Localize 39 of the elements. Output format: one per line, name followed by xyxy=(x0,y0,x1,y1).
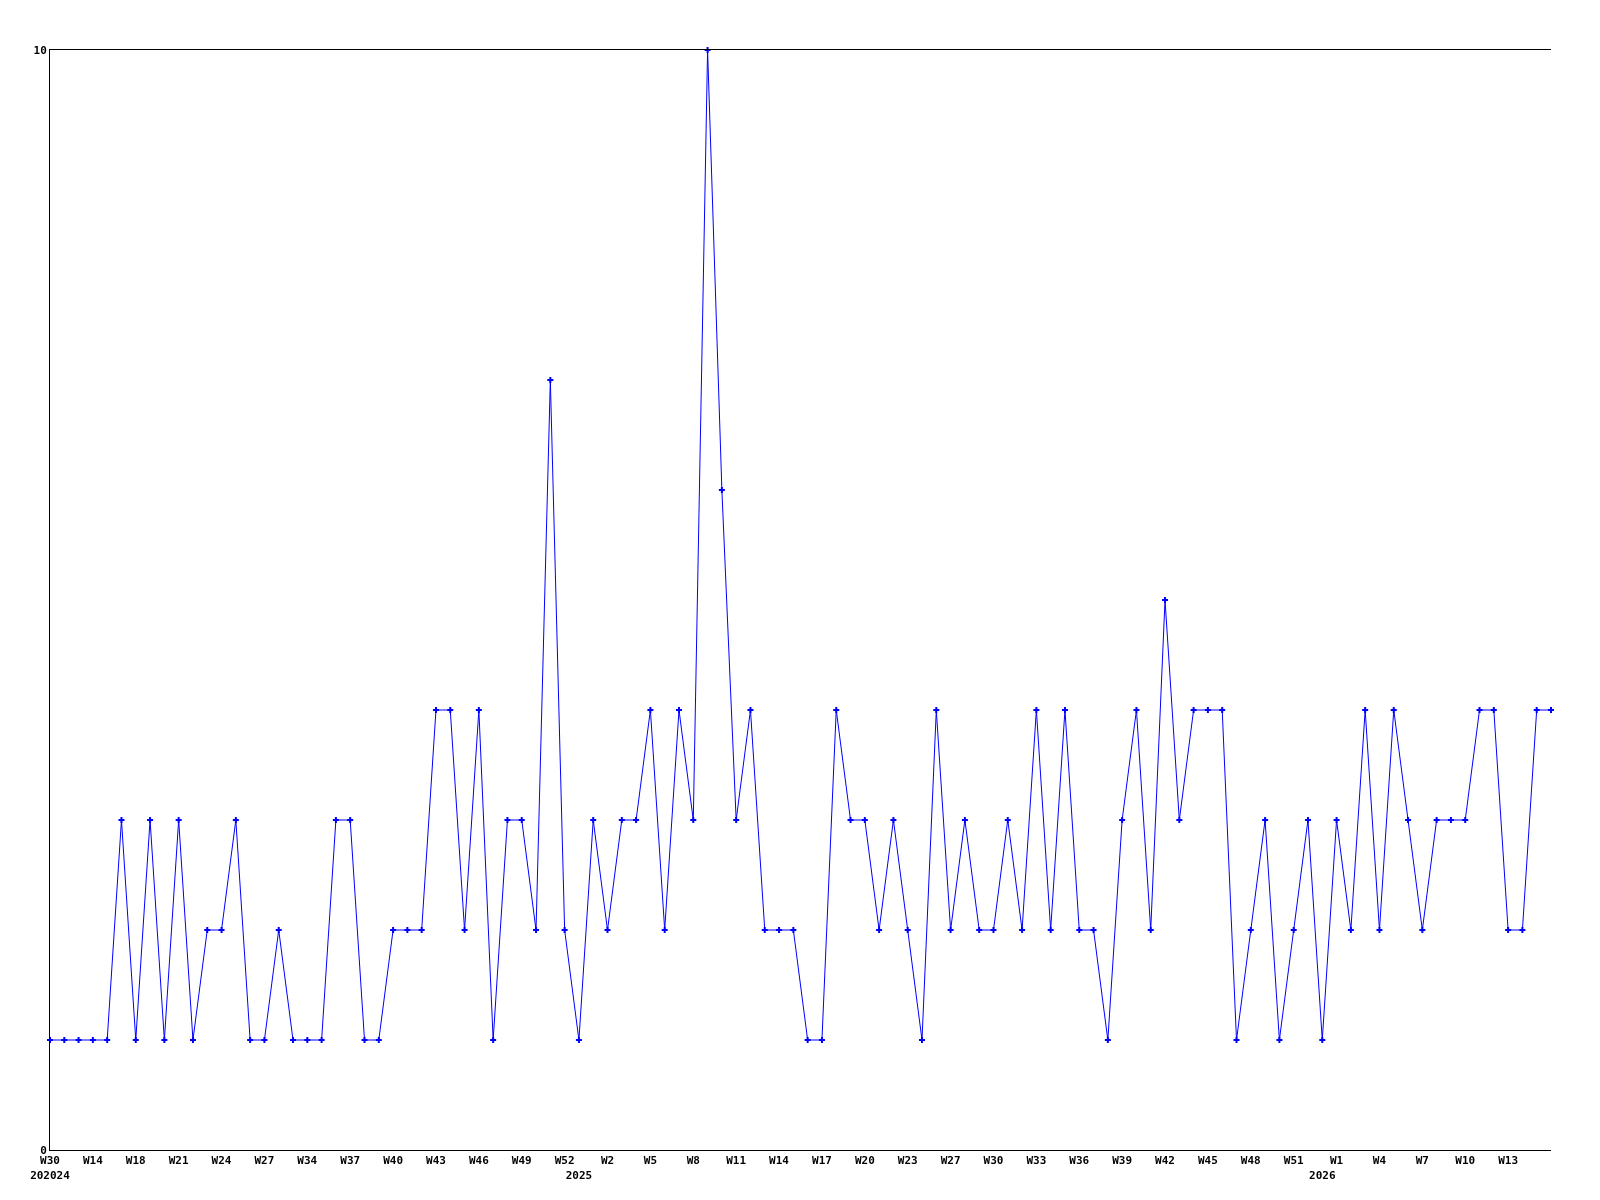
x-tick-label: W13 xyxy=(1498,1154,1519,1168)
x-tick-label: W49 xyxy=(511,1154,532,1168)
y-tick-label: 0 xyxy=(40,1143,47,1157)
x-tick-label: W10 xyxy=(1455,1154,1476,1168)
x-tick-label: W11 xyxy=(726,1154,747,1168)
x-tick-label: W27 xyxy=(254,1154,275,1168)
x-tick-label: W27 xyxy=(940,1154,961,1168)
x-tick-label: W23 xyxy=(897,1154,918,1168)
x-tick-label: 2025 xyxy=(565,1168,593,1182)
x-tick-label: W52 xyxy=(554,1154,575,1168)
x-tick-label: W24 xyxy=(211,1154,232,1168)
x-tick-label: W2 xyxy=(600,1154,615,1168)
x-tick-label: W30 xyxy=(983,1154,1004,1168)
x-tick-label: W43 xyxy=(426,1154,446,1168)
x-tick-label: W40 xyxy=(383,1154,404,1168)
x-tick-label: W17 xyxy=(812,1154,832,1168)
x-tick-label: W1 xyxy=(1329,1154,1344,1168)
x-tick-label: W4 xyxy=(1372,1154,1387,1168)
x-tick-label: W37 xyxy=(340,1154,361,1168)
x-tick-label: W34 xyxy=(297,1154,318,1168)
x-tick-label: W33 xyxy=(1026,1154,1047,1168)
x-tick-label: W18 xyxy=(125,1154,146,1168)
x-tick-label: W20 xyxy=(854,1154,875,1168)
x-tick-label: W51 xyxy=(1283,1154,1304,1168)
x-tick-label: W8 xyxy=(686,1154,700,1168)
x-tick-label: 2026 xyxy=(1309,1168,1336,1182)
x-tick-label: W14 xyxy=(82,1154,104,1168)
x-tick-label: W7 xyxy=(1415,1154,1429,1168)
x-tick-label: W30 202024 xyxy=(30,1154,71,1182)
x-tick-label: W14 xyxy=(769,1154,790,1168)
x-tick-label: W46 xyxy=(468,1154,490,1168)
x-tick-label: W42 xyxy=(1155,1154,1175,1168)
x-tick-label: W21 xyxy=(168,1154,189,1168)
x-tick-label: W48 xyxy=(1240,1154,1261,1168)
x-tick-label: W36 xyxy=(1069,1154,1090,1168)
y-tick-label: 10 xyxy=(33,43,47,57)
x-tick-label: W45 xyxy=(1197,1154,1218,1168)
x-tick-label: W39 xyxy=(1112,1154,1133,1168)
x-tick-label: W5 xyxy=(643,1154,658,1168)
